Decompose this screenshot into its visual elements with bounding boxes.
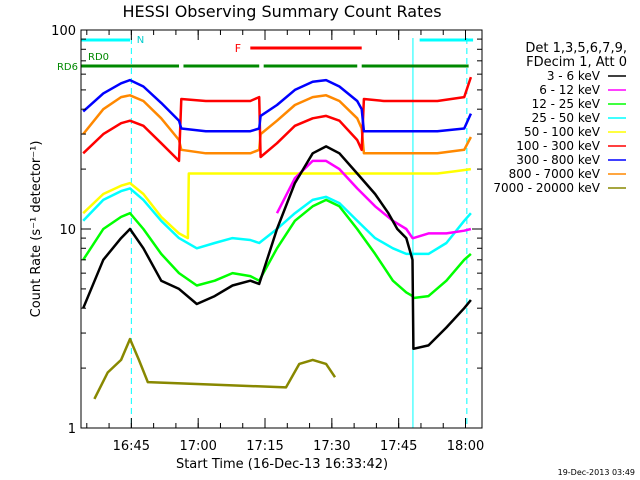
flag-label-n: N xyxy=(137,35,144,46)
y-axis-label: Count Rate (s⁻¹ detector⁻¹) xyxy=(29,141,44,318)
flag-label-rd6: RD6 xyxy=(57,62,78,73)
legend-header-line-1: Det 1,3,5,6,7,9, xyxy=(525,41,627,56)
y-axis: 1 10 100 xyxy=(51,24,482,437)
legend-entry-label: 300 - 800 keV xyxy=(516,153,600,167)
series-line xyxy=(93,337,337,400)
y-tick-label: 1 xyxy=(68,422,76,437)
x-tick-label: 17:30 xyxy=(313,439,350,454)
legend-header-line-2: FDecim 1, Att 0 xyxy=(526,55,627,70)
legend-entry-label: 6 - 12 keV xyxy=(539,83,601,97)
flag-label-rd0: RD0 xyxy=(88,52,109,63)
flag-label-f: F xyxy=(235,42,241,55)
x-axis: 16:45 17:00 17:15 17:30 17:45 18:00 xyxy=(86,30,484,454)
x-tick-label: 16:45 xyxy=(113,439,150,454)
series-line xyxy=(82,78,473,133)
series-line xyxy=(82,76,473,163)
timestamp: 19-Dec-2013 03:49 xyxy=(558,468,635,477)
x-tick-label: 17:45 xyxy=(380,439,417,454)
legend-entry-label: 3 - 6 keV xyxy=(547,69,601,83)
legend-entry-label: 7000 - 20000 keV xyxy=(493,181,600,195)
x-tick-label: 18:00 xyxy=(447,439,484,454)
legend-entry-label: 50 - 100 keV xyxy=(524,125,601,139)
series-line xyxy=(82,187,472,256)
series-line xyxy=(82,167,472,240)
plot-area xyxy=(81,30,482,428)
series-line xyxy=(82,94,473,155)
chart-title: HESSI Observing Summary Count Rates xyxy=(122,2,441,21)
series-line xyxy=(82,145,472,351)
series-layer xyxy=(82,76,473,400)
legend-entry-label: 100 - 300 keV xyxy=(516,139,600,153)
legend: Det 1,3,5,6,7,9, FDecim 1, Att 0 3 - 6 k… xyxy=(493,41,627,195)
legend-entry-label: 25 - 50 keV xyxy=(532,111,601,125)
legend-entry-label: 800 - 7000 keV xyxy=(509,167,601,181)
y-tick-label: 100 xyxy=(51,24,76,39)
y-tick-label: 10 xyxy=(59,223,76,238)
x-tick-label: 17:00 xyxy=(179,439,216,454)
x-tick-label: 17:15 xyxy=(246,439,283,454)
legend-entry-label: 12 - 25 keV xyxy=(532,97,601,111)
x-axis-label: Start Time (16-Dec-13 16:33:42) xyxy=(176,457,388,472)
status-flags: N F RD6 RD0 xyxy=(57,35,474,73)
